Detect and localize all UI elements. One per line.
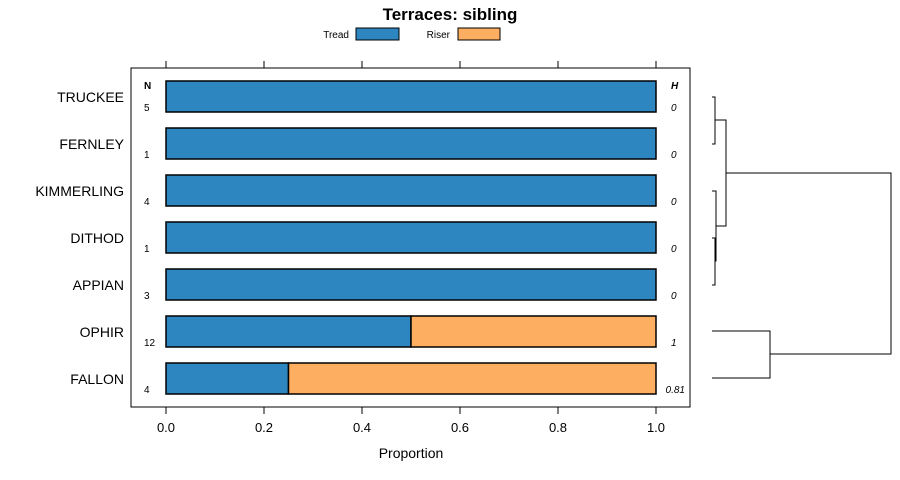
x-tick-label: 0.2 xyxy=(255,420,273,435)
dendrogram-branch-upper-join xyxy=(715,119,727,227)
top-axis-ticks xyxy=(165,61,657,68)
n-value-truckee: 5 xyxy=(144,103,150,114)
x-axis-label: Proportion xyxy=(379,445,444,461)
h-value-appian: 0 xyxy=(671,291,677,302)
bar-truckee-tread xyxy=(165,80,657,113)
bar-appian-tread xyxy=(165,268,657,301)
bar-ophir-riser xyxy=(410,315,657,348)
n-value-dithod: 1 xyxy=(144,244,150,255)
dendrogram-branch-ophir-fallon xyxy=(712,330,771,379)
legend-label-riser: Riser xyxy=(427,30,451,41)
bar-fernley-tread xyxy=(165,127,657,160)
dendrogram-branch-truckee-fernley xyxy=(712,96,716,145)
row-labels: TRUCKEE FERNLEY KIMMERLING DITHOD APPIAN OPHI… xyxy=(35,89,124,387)
n-value-kimmerling: 4 xyxy=(144,197,150,208)
bar-dithod-tread xyxy=(165,221,657,254)
legend: Tread Riser xyxy=(323,27,501,41)
row-label-fallon: FALLON xyxy=(70,371,124,387)
row-label-ophir: OPHIR xyxy=(80,324,124,340)
legend-label-tread: Tread xyxy=(323,30,349,41)
row-label-fernley: FERNLEY xyxy=(59,136,124,152)
n-value-fallon: 4 xyxy=(144,385,150,396)
row-label-truckee: TRUCKEE xyxy=(57,89,124,105)
n-value-fernley: 1 xyxy=(144,150,150,161)
x-tick-label: 1.0 xyxy=(647,420,665,435)
h-value-kimmerling: 0 xyxy=(671,197,677,208)
x-tick-label: 0.4 xyxy=(353,420,371,435)
bar-fallon-riser xyxy=(287,362,657,395)
bars xyxy=(165,80,657,395)
x-tick-label: 0.6 xyxy=(451,420,469,435)
legend-swatch-riser xyxy=(457,27,501,41)
bar-ophir-tread xyxy=(165,315,412,348)
row-label-kimmerling: KIMMERLING xyxy=(35,183,124,199)
bar-kimmerling-tread xyxy=(165,174,657,207)
bar-fallon-tread xyxy=(165,362,290,395)
n-header: N xyxy=(144,81,151,92)
h-value-fallon: 0.81 xyxy=(666,385,685,396)
row-label-appian: APPIAN xyxy=(73,277,124,293)
x-axis: 0.0 0.2 0.4 0.6 0.8 1.0 xyxy=(157,407,665,435)
n-value-appian: 3 xyxy=(144,291,150,302)
h-header: H xyxy=(671,81,679,92)
row-label-dithod: DITHOD xyxy=(70,230,124,246)
h-values: 0 0 0 0 0 1 0.81 xyxy=(666,103,685,396)
x-tick-label: 0.8 xyxy=(549,420,567,435)
n-values: 5 1 4 1 3 12 4 xyxy=(144,103,156,396)
dendrogram xyxy=(712,96,892,379)
dendrogram-branch-dithod-appian xyxy=(712,237,716,286)
h-value-fernley: 0 xyxy=(671,150,677,161)
n-value-ophir: 12 xyxy=(144,338,156,349)
x-tick-label: 0.0 xyxy=(157,420,175,435)
h-value-truckee: 0 xyxy=(671,103,677,114)
plot-frame xyxy=(130,67,691,408)
h-value-ophir: 1 xyxy=(671,338,677,349)
chart-title: Terraces: sibling xyxy=(383,5,518,24)
dendrogram-branch-root xyxy=(726,172,892,355)
legend-swatch-tread xyxy=(355,27,400,41)
h-value-dithod: 0 xyxy=(671,244,677,255)
